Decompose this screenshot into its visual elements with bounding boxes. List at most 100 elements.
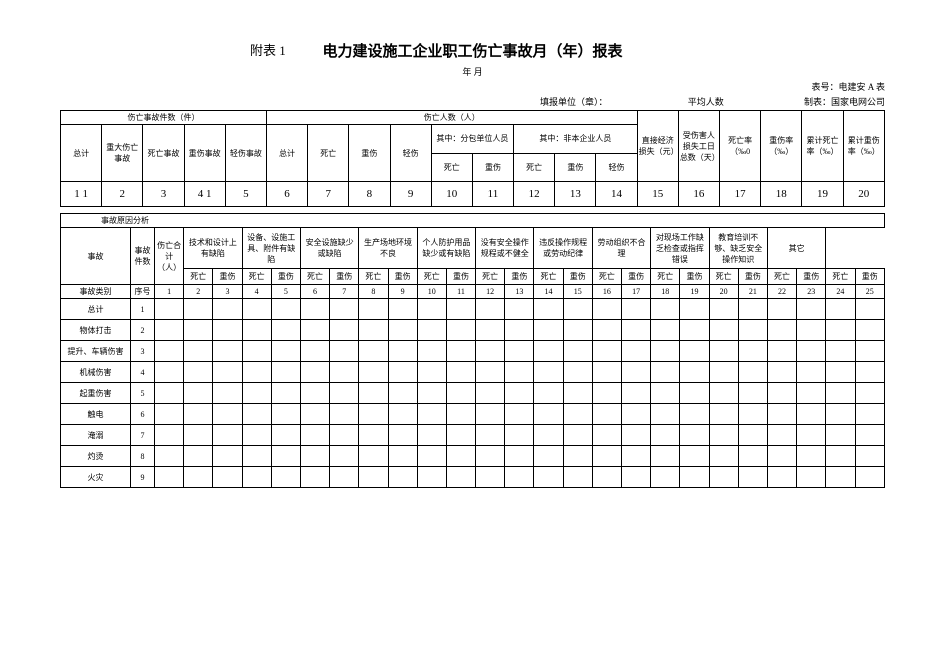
sub-heavy: 重伤 <box>680 269 709 285</box>
category-label: 火灾 <box>61 467 131 488</box>
num-cell: 13 <box>555 182 596 207</box>
category-label: 灼烫 <box>61 446 131 467</box>
data-cell <box>184 362 213 383</box>
data-cell <box>592 299 621 320</box>
data-cell <box>505 467 534 488</box>
category-seq: 2 <box>131 320 155 341</box>
col-sub-heavy1: 重伤 <box>472 153 513 182</box>
data-cell <box>242 404 271 425</box>
num-cell: 10 <box>431 182 472 207</box>
data-cell <box>534 299 563 320</box>
data-cell <box>446 362 475 383</box>
data-cell <box>709 446 738 467</box>
data-cell <box>184 383 213 404</box>
col-heavy-ac: 重伤事故 <box>184 125 225 182</box>
data-cell <box>388 467 417 488</box>
data-cell <box>622 299 651 320</box>
cause-2: 安全设施缺少或缺陷 <box>300 228 358 269</box>
num-cell: 15 <box>637 182 678 207</box>
data-cell <box>446 320 475 341</box>
data-cell <box>330 446 359 467</box>
cause-7: 劳动组织不合理 <box>592 228 650 269</box>
col-num: 25 <box>855 285 885 299</box>
cause-8: 对现场工作缺乏检查或指挥错误 <box>651 228 709 269</box>
col-num: 16 <box>592 285 621 299</box>
num-cell: 20 <box>843 182 884 207</box>
num-cell: 3 <box>143 182 184 207</box>
num-cell: 12 <box>514 182 555 207</box>
sub-death: 死亡 <box>242 269 271 285</box>
data-cell <box>300 404 329 425</box>
data-cell <box>242 425 271 446</box>
data-cell <box>855 425 885 446</box>
sub-heavy: 重伤 <box>330 269 359 285</box>
data-cell <box>651 467 680 488</box>
data-cell <box>505 425 534 446</box>
data-cell <box>505 404 534 425</box>
data-cell <box>446 467 475 488</box>
data-cell <box>184 467 213 488</box>
data-cell <box>213 341 242 362</box>
data-cell <box>417 362 446 383</box>
data-cell <box>446 299 475 320</box>
col-light: 轻伤 <box>390 125 431 182</box>
table-row: 火灾9 <box>61 467 885 488</box>
col-total: 总计 <box>61 125 102 182</box>
data-cell <box>213 446 242 467</box>
data-cell <box>534 446 563 467</box>
cause-4: 个人防护用品缺少或有缺陷 <box>417 228 475 269</box>
data-cell <box>155 299 184 320</box>
cause-6: 违反操作规程或劳动纪律 <box>534 228 592 269</box>
category-seq: 4 <box>131 362 155 383</box>
data-cell <box>680 320 709 341</box>
data-cell <box>155 383 184 404</box>
col-direct-loss: 直接经济损失（元） <box>637 111 678 182</box>
sub-death: 死亡 <box>651 269 680 285</box>
data-cell <box>271 425 300 446</box>
data-cell <box>826 299 855 320</box>
data-cell <box>651 425 680 446</box>
data-cell <box>592 425 621 446</box>
data-cell <box>155 467 184 488</box>
col-num: 23 <box>797 285 826 299</box>
data-cell <box>213 425 242 446</box>
data-cell <box>563 446 592 467</box>
category-seq: 9 <box>131 467 155 488</box>
col-num: 4 <box>242 285 271 299</box>
data-cell <box>505 299 534 320</box>
data-cell <box>622 404 651 425</box>
col-num: 7 <box>330 285 359 299</box>
data-cell <box>534 425 563 446</box>
data-cell <box>563 362 592 383</box>
data-cell <box>271 341 300 362</box>
data-cell <box>767 362 796 383</box>
data-cell <box>826 383 855 404</box>
data-cell <box>388 299 417 320</box>
table-row: 提升、车辆伤害3 <box>61 341 885 362</box>
category-seq: 1 <box>131 299 155 320</box>
data-cell <box>155 404 184 425</box>
data-cell <box>300 446 329 467</box>
data-cell <box>826 446 855 467</box>
data-cell <box>476 425 505 446</box>
data-cell <box>300 341 329 362</box>
num-cell: 8 <box>349 182 390 207</box>
data-cell <box>213 299 242 320</box>
table-row: 触电6 <box>61 404 885 425</box>
data-cell <box>534 383 563 404</box>
data-cell <box>300 383 329 404</box>
data-cell <box>651 320 680 341</box>
data-cell <box>155 320 184 341</box>
data-cell <box>797 299 826 320</box>
data-cell <box>797 446 826 467</box>
data-cell <box>330 362 359 383</box>
data-cell <box>592 404 621 425</box>
num-cell: 18 <box>761 182 802 207</box>
data-cell <box>797 425 826 446</box>
appendix-label: 附表 1 <box>250 40 286 59</box>
data-cell <box>651 341 680 362</box>
data-cell <box>738 446 767 467</box>
data-cell <box>622 383 651 404</box>
category-label: 触电 <box>61 404 131 425</box>
data-cell <box>622 341 651 362</box>
